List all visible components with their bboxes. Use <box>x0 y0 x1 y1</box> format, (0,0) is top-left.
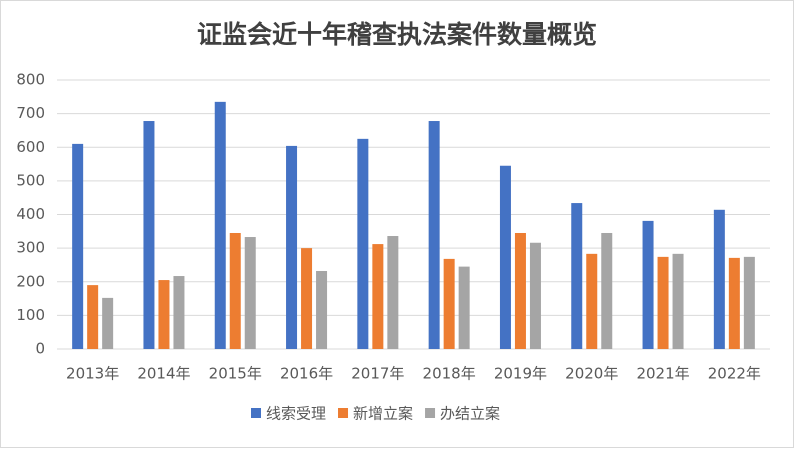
x-tick-label: 2018年 <box>423 365 476 383</box>
x-tick-label: 2014年 <box>137 365 190 383</box>
x-tick-label: 2017年 <box>351 365 404 383</box>
bar <box>657 256 669 349</box>
bar <box>372 244 384 349</box>
y-tick-label: 600 <box>16 138 45 156</box>
x-tick-label: 2019年 <box>494 365 547 383</box>
y-tick-label: 700 <box>16 104 45 122</box>
legend-swatch <box>338 408 349 418</box>
y-tick-label: 400 <box>16 205 45 223</box>
bar <box>586 253 598 349</box>
bar <box>214 101 226 349</box>
legend-label: 办结立案 <box>440 405 500 423</box>
x-tick-label: 2013年 <box>66 365 119 383</box>
bar <box>458 266 470 349</box>
legend-label: 线索受理 <box>266 405 326 423</box>
bar <box>244 237 256 349</box>
bar <box>143 121 155 350</box>
y-tick-label: 0 <box>35 340 45 358</box>
x-tick-label: 2020年 <box>565 365 618 383</box>
bar <box>672 253 684 349</box>
bar <box>158 280 170 349</box>
y-tick-label: 500 <box>16 171 45 189</box>
bar <box>387 236 399 349</box>
legend-label: 新增立案 <box>353 405 413 423</box>
x-tick-label: 2022年 <box>708 365 761 383</box>
x-tick-label: 2021年 <box>636 365 689 383</box>
bar <box>601 232 613 349</box>
y-tick-label: 100 <box>16 306 45 324</box>
bar <box>102 297 114 349</box>
bar <box>728 257 740 349</box>
bar <box>316 270 328 349</box>
bar <box>642 220 654 349</box>
bar <box>713 209 725 349</box>
bar <box>301 248 313 349</box>
bar <box>72 143 84 349</box>
bar <box>499 165 511 349</box>
x-tick-label: 2016年 <box>280 365 333 383</box>
bar <box>743 256 755 349</box>
legend-swatch <box>425 408 436 418</box>
bar <box>229 232 241 349</box>
bar <box>357 138 369 349</box>
bar <box>286 145 298 349</box>
bar <box>87 285 99 349</box>
x-tick-label: 2015年 <box>209 365 262 383</box>
bar <box>443 258 455 349</box>
chart-title: 证监会近十年稽查执法案件数量概览 <box>197 20 597 49</box>
bar <box>173 276 185 349</box>
legend-swatch <box>251 408 261 418</box>
y-tick-label: 800 <box>16 71 45 89</box>
bar <box>571 203 583 349</box>
bar <box>514 232 526 349</box>
y-tick-label: 200 <box>16 272 45 290</box>
y-tick-label: 300 <box>16 239 45 257</box>
bar <box>529 242 541 349</box>
bar <box>428 121 440 350</box>
